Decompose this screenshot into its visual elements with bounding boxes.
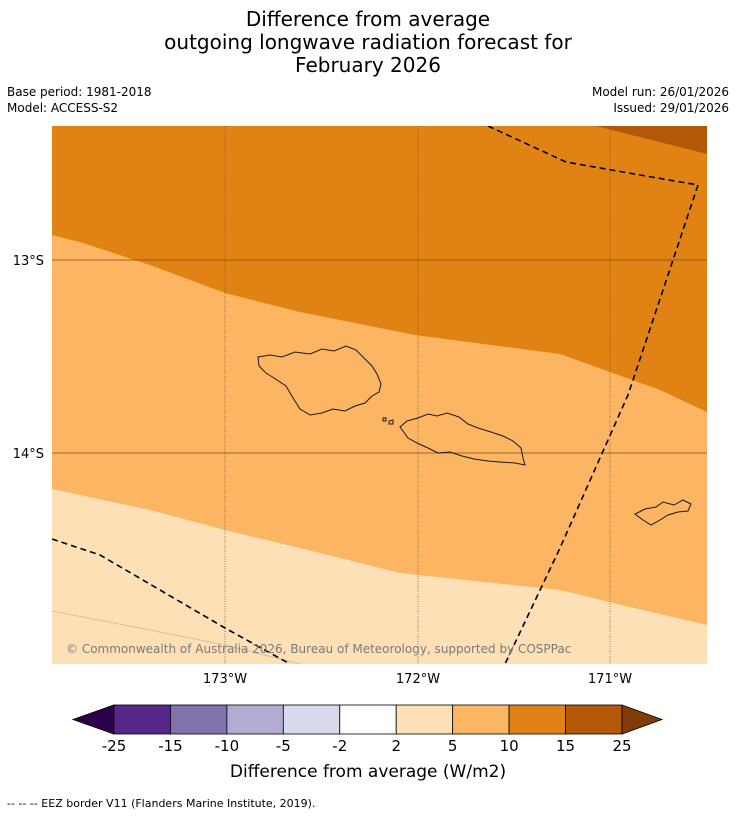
colorbar-bin xyxy=(452,704,510,735)
apolima-island xyxy=(382,417,387,422)
colorbar-tick-label: -10 xyxy=(215,737,240,755)
axis-labels: 13°S 14°S 173°W 172°W 171°W xyxy=(13,254,633,687)
model-name: Model: ACCESS-S2 xyxy=(7,101,119,115)
title-line-2: outgoing longwave radiation forecast for xyxy=(164,30,572,54)
latitude-lines xyxy=(52,259,707,454)
savaii-island xyxy=(257,345,382,416)
islands xyxy=(257,345,692,526)
colorbar: -25 -15 -10 -5 -2 2 5 10 15 25 xyxy=(71,704,664,755)
colorbar-tick-label: -25 xyxy=(102,737,127,755)
issued-date: Issued: 29/01/2026 xyxy=(613,101,729,115)
colorbar-bin xyxy=(395,704,454,735)
region-2-5 xyxy=(52,489,707,664)
title-line-3: February 2026 xyxy=(295,53,441,77)
colorbar-bin xyxy=(565,704,623,735)
colorbar-tick-label: -15 xyxy=(158,737,183,755)
lon-label-172w: 172°W xyxy=(396,672,440,687)
colorbar-tick-label: -2 xyxy=(332,737,347,755)
lon-label-171w: 171°W xyxy=(588,672,632,687)
colorbar-bin xyxy=(508,704,566,735)
colorbar-extend-high xyxy=(621,704,664,735)
lat-label-13s: 13°S xyxy=(13,254,44,269)
colorbar-bin xyxy=(113,704,171,735)
colorbar-bin xyxy=(282,704,341,735)
colorbar-tick-label: 15 xyxy=(556,737,575,755)
colorbar-bin xyxy=(226,704,284,735)
title-line-1: Difference from average xyxy=(245,7,491,31)
model-run: Model run: 26/01/2026 xyxy=(591,85,729,99)
eez-footnote: -- -- -- EEZ border V11 (Flanders Marine… xyxy=(7,797,316,810)
meta-right: Model run: 26/01/2026 Issued: 29/01/2026 xyxy=(592,84,729,116)
tutuila-island xyxy=(634,499,692,526)
meta-left: Base period: 1981-2018 Model: ACCESS-S2 xyxy=(7,84,152,116)
graticule xyxy=(224,126,611,664)
colorbar-tick-label: 10 xyxy=(500,737,519,755)
colorbar-tick-label: 25 xyxy=(612,737,631,755)
colorbar-tick-label: 2 xyxy=(391,737,401,755)
chart-title: Difference from average outgoing longwav… xyxy=(0,8,736,77)
contour-line xyxy=(52,610,301,664)
colorbar-extend-low xyxy=(71,704,115,735)
colorbar-label: Difference from average (W/m2) xyxy=(229,762,507,782)
colorbar-bin xyxy=(170,704,228,735)
base-period: Base period: 1981-2018 xyxy=(7,85,152,99)
lon-label-173w: 173°W xyxy=(203,672,247,687)
colorbar-tick-label: 5 xyxy=(448,737,458,755)
lat-label-14s: 14°S xyxy=(13,447,44,462)
eez-border xyxy=(52,126,700,664)
region-15-25 xyxy=(596,126,707,154)
upolu-island xyxy=(399,412,526,466)
map-panel: © Commonwealth of Australia 2026, Bureau… xyxy=(52,126,707,664)
colorbar-tick-label: -5 xyxy=(276,737,291,755)
manono-island xyxy=(388,419,394,425)
colorbar-bin xyxy=(339,704,397,735)
copyright-text: © Commonwealth of Australia 2026, Bureau… xyxy=(66,642,571,656)
